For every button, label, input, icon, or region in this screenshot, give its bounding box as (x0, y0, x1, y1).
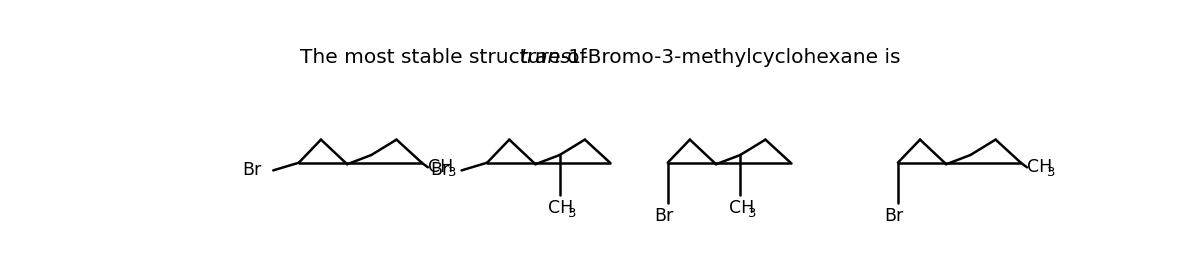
Text: Br: Br (431, 161, 450, 179)
Text: Br: Br (242, 161, 262, 179)
Text: 3: 3 (568, 207, 576, 220)
Text: CH: CH (1027, 158, 1052, 176)
Text: 3: 3 (448, 166, 456, 179)
Text: 3: 3 (749, 207, 757, 220)
Text: CH: CH (428, 158, 454, 176)
Text: CH: CH (548, 199, 574, 217)
Text: Br: Br (884, 207, 904, 225)
Text: Br: Br (654, 207, 673, 225)
Text: 3: 3 (1046, 166, 1055, 179)
Text: trans: trans (520, 48, 571, 67)
Text: -1-Bromo-3-methylcyclohexane is: -1-Bromo-3-methylcyclohexane is (560, 48, 900, 67)
Text: CH: CH (728, 199, 754, 217)
Text: The most stable structure of: The most stable structure of (300, 48, 593, 67)
